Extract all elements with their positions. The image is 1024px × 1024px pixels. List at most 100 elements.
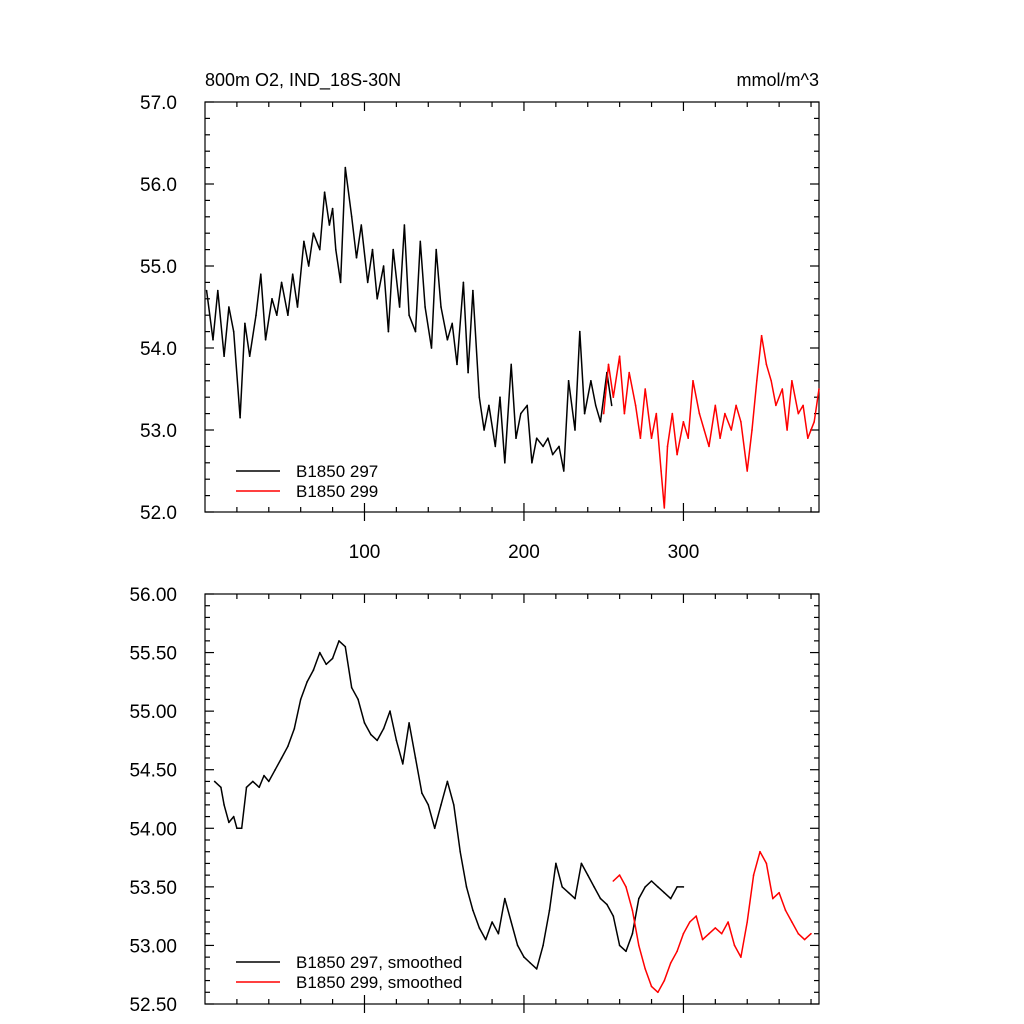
data-point (644, 968, 646, 970)
data-point (526, 404, 528, 407)
data-point (478, 927, 481, 929)
data-point (360, 224, 363, 226)
data-point (370, 733, 372, 736)
data-point (548, 909, 551, 912)
data-point (516, 944, 519, 947)
plot-frame (204, 593, 820, 1005)
data-point (663, 891, 666, 894)
data-point (258, 786, 261, 789)
data-point (594, 404, 597, 407)
data-point (465, 886, 468, 888)
data-point (376, 298, 379, 300)
data-point (382, 265, 385, 267)
data-point (579, 330, 581, 333)
data-point (740, 421, 742, 423)
data-point (791, 380, 793, 382)
data-point (719, 437, 721, 440)
data-point (610, 404, 613, 407)
data-point (639, 437, 642, 440)
y-tick-label: 55.0 (140, 257, 177, 278)
data-point (472, 289, 474, 292)
data-point (446, 780, 449, 783)
data-point (593, 886, 595, 888)
data-point (328, 224, 331, 226)
data-point (563, 470, 565, 472)
data-point (634, 404, 637, 407)
data-point (220, 786, 222, 789)
data-point (319, 651, 321, 654)
data-point (287, 745, 289, 748)
data-point (701, 938, 704, 941)
data-point (650, 985, 653, 988)
data-point (638, 897, 640, 900)
data-point (419, 240, 422, 243)
data-point (271, 298, 273, 300)
data-point (708, 445, 710, 448)
data-point (751, 429, 753, 431)
data-point (650, 880, 653, 882)
data-point (612, 396, 615, 399)
data-point (280, 281, 283, 284)
data-point (631, 932, 634, 935)
data-point (264, 339, 267, 341)
data-point (484, 938, 487, 941)
data-point (446, 339, 449, 341)
data-point (287, 314, 289, 317)
data-point (296, 306, 299, 308)
data-point (807, 437, 809, 440)
data-point (644, 886, 646, 888)
data-point (730, 429, 733, 431)
data-point (760, 334, 763, 337)
data-point (599, 421, 602, 423)
data-point (735, 404, 737, 407)
data-point (472, 909, 474, 912)
data-point (491, 921, 493, 923)
data-point (663, 507, 666, 509)
data-point (274, 768, 277, 771)
data-point (698, 412, 701, 415)
data-point (280, 757, 283, 759)
data-point (291, 273, 294, 276)
data-point (338, 640, 340, 642)
data-point (520, 412, 522, 415)
data-point (676, 453, 678, 456)
x-axis (236, 594, 812, 1013)
data-point (350, 686, 353, 689)
data-point (535, 968, 538, 970)
data-point (765, 363, 768, 366)
data-point (217, 289, 219, 292)
data-point (612, 880, 615, 882)
data-point (515, 437, 517, 440)
data-point (714, 404, 717, 407)
data-point (650, 437, 653, 440)
data-point (542, 944, 544, 947)
data-point (239, 416, 241, 419)
data-point (682, 886, 685, 888)
data-point (574, 897, 576, 900)
data-point (676, 886, 678, 888)
y-tick-label: 52.0 (140, 503, 177, 524)
data-point (765, 862, 768, 865)
data-point (618, 944, 621, 947)
y-tick-label: 55.50 (129, 644, 177, 665)
data-point (676, 950, 678, 953)
data-point (638, 944, 640, 947)
data-point (531, 462, 533, 464)
data-point (590, 380, 592, 382)
data-point (299, 698, 302, 701)
data-point (631, 909, 634, 912)
data-point (772, 897, 774, 900)
data-point (312, 669, 315, 671)
data-point (306, 681, 308, 683)
data-point (223, 355, 225, 358)
data-point (687, 437, 689, 440)
data-point (414, 757, 417, 759)
data-point (430, 347, 433, 349)
data-point (355, 257, 358, 259)
y-tick-label: 54.50 (129, 761, 177, 782)
y-axis: 52.0 53.0 54.0 55.0 56.0 57.0 (140, 93, 819, 524)
data-point (433, 827, 436, 830)
data-point (403, 224, 406, 226)
data-point (682, 932, 685, 935)
data-point (451, 322, 454, 325)
